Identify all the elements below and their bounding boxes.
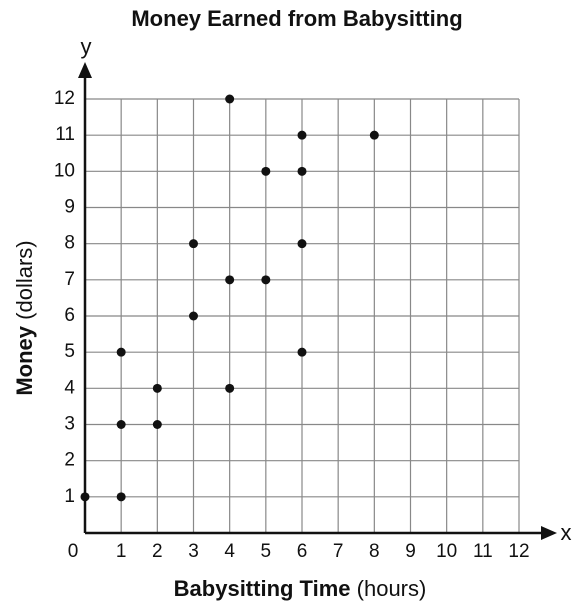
point — [297, 130, 307, 140]
point — [152, 420, 162, 429]
y-label-main: Money — [12, 325, 37, 395]
y-tick-label: 11 — [55, 124, 75, 145]
y-tick-label: 10 — [54, 160, 75, 181]
x-tick-label: 9 — [405, 541, 416, 562]
y-tick-label: 7 — [64, 269, 75, 290]
point — [225, 94, 235, 104]
point — [297, 347, 307, 357]
y-tick-label: 8 — [64, 233, 75, 254]
point — [261, 275, 271, 285]
y-tick-label: 4 — [64, 377, 75, 398]
y-tick-label: 12 — [54, 88, 75, 109]
y-tick-label: 3 — [64, 414, 75, 435]
point — [225, 383, 235, 393]
x-tick-label: 10 — [436, 541, 457, 562]
chart-title: Money Earned from Babysitting — [131, 6, 462, 31]
x-tick-label: 7 — [333, 541, 344, 562]
x-axis-letter: x — [561, 520, 572, 545]
x-tick-label: 4 — [224, 541, 235, 562]
x-label-unit: (hours) — [357, 576, 427, 601]
point — [80, 492, 90, 502]
x-tick-label: 8 — [369, 541, 380, 562]
point — [189, 239, 198, 249]
y-tick-label: 1 — [64, 486, 75, 507]
y-axis-label: Money (dollars) — [12, 240, 37, 395]
y-tick-label: 5 — [64, 341, 75, 362]
x-tick-label: 11 — [473, 541, 493, 562]
point — [225, 275, 235, 285]
point — [152, 383, 162, 393]
y-tick-label: 9 — [64, 197, 75, 218]
x-tick-label: 3 — [188, 541, 199, 562]
x-axis-label: Babysitting Time (hours) — [174, 576, 427, 601]
y-axis-letter: y — [81, 34, 92, 59]
x-tick-label: 1 — [116, 541, 127, 562]
x-arrow — [541, 526, 557, 540]
y-tick-label: 2 — [64, 450, 75, 471]
x-tick-label: 12 — [508, 541, 529, 562]
point — [116, 492, 126, 502]
point — [297, 239, 307, 249]
point — [116, 420, 126, 429]
x-tick-label: 5 — [261, 541, 272, 562]
point — [189, 311, 198, 321]
x-tick-label: 0 — [68, 541, 79, 562]
y-tick-label: 6 — [64, 305, 75, 326]
point — [261, 166, 271, 176]
x-label-main: Babysitting Time — [174, 576, 351, 601]
y-arrow — [78, 62, 92, 78]
x-tick-label: 2 — [152, 541, 163, 562]
x-tick-label: 6 — [297, 541, 308, 562]
y-label-unit: (dollars) — [12, 240, 37, 319]
point — [116, 347, 126, 357]
point — [297, 166, 307, 176]
point — [369, 130, 379, 140]
